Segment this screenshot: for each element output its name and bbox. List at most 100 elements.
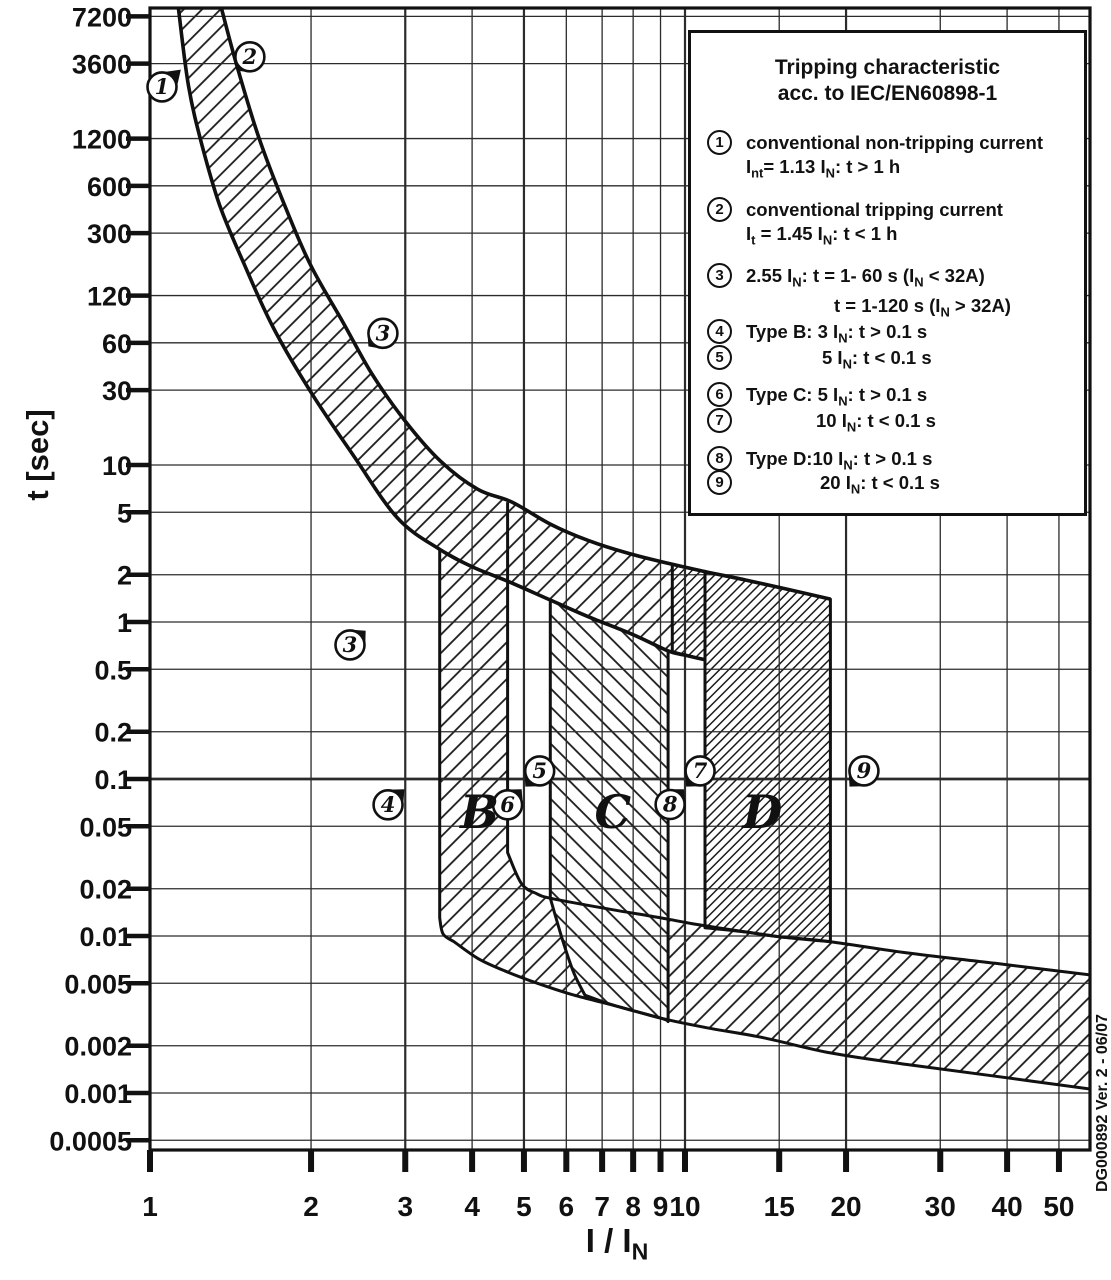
legend-title-line2: acc. to IEC/EN60898-1 bbox=[777, 82, 998, 105]
legend-item-6: 6 Type C: 5 IN: t > 0.1 s bbox=[707, 382, 927, 413]
marker-circle bbox=[372, 788, 404, 821]
tick-label-y-0.02: 0.02 bbox=[79, 875, 132, 905]
legend-title-line1: Tripping characteristic bbox=[774, 56, 1001, 79]
legend-text-9: 20 IN: t < 0.1 s bbox=[820, 472, 940, 497]
legend-text-6: Type C: 5 IN: t > 0.1 s bbox=[746, 384, 928, 409]
tick-label-x-2: 2 bbox=[303, 1191, 319, 1222]
band-letter-C: C bbox=[595, 785, 632, 839]
tick-label-y-600: 600 bbox=[87, 172, 132, 202]
tick-label-x-9: 9 bbox=[653, 1191, 669, 1222]
legend-number-1: 1 bbox=[707, 130, 732, 155]
tick-label-x-6: 6 bbox=[559, 1191, 575, 1222]
region-band-C bbox=[550, 600, 669, 1022]
tick-label-x-5: 5 bbox=[516, 1191, 532, 1222]
marker-number: 9 bbox=[857, 758, 872, 783]
legend-item-3: 3 2.55 IN: t = 1- 60 s (IN < 32A) t = 1-12… bbox=[707, 263, 1011, 324]
legend-number-4: 4 bbox=[707, 319, 732, 344]
tick-label-y-0.2: 0.2 bbox=[94, 718, 132, 748]
tick-label-x-40: 40 bbox=[992, 1191, 1023, 1222]
marker-number: 4 bbox=[381, 792, 396, 817]
legend-item-9: 9 20 IN: t < 0.1 s bbox=[707, 470, 940, 501]
legend-item-4: 4 Type B: 3 IN: t > 0.1 s bbox=[707, 319, 927, 350]
region-band-D bbox=[672, 564, 831, 942]
tick-label-x-7: 7 bbox=[594, 1191, 610, 1222]
marker-number: 3 bbox=[376, 320, 391, 345]
marker-circle bbox=[654, 788, 686, 821]
marker-number: 8 bbox=[662, 791, 678, 816]
tick-label-y-2: 2 bbox=[117, 561, 132, 591]
marker-9: 9 bbox=[848, 755, 880, 787]
legend-item-1: 1 conventional non-tripping current Int= 1… bbox=[707, 130, 1043, 185]
tick-label-x-3: 3 bbox=[397, 1191, 413, 1222]
legend-number-3: 3 bbox=[707, 263, 732, 288]
marker-8: 8 bbox=[654, 788, 686, 821]
marker-circle bbox=[146, 71, 178, 103]
marker-2: 2 bbox=[234, 41, 266, 73]
tick-label-x-30: 30 bbox=[925, 1191, 956, 1222]
band-letter-D: D bbox=[740, 785, 782, 839]
tick-label-y-30: 30 bbox=[102, 376, 132, 406]
legend-text-8: Type D:10 IN: t > 0.1 s bbox=[746, 448, 933, 473]
tick-label-y-120: 120 bbox=[87, 282, 132, 312]
marker-number: 6 bbox=[500, 792, 515, 817]
tick-label-y-7200: 7200 bbox=[72, 2, 132, 32]
y-axis-title: t [sec] bbox=[20, 409, 55, 501]
marker-number: 3 bbox=[343, 632, 358, 657]
tick-label-y-0.005: 0.005 bbox=[64, 969, 132, 999]
marker-4: 4 bbox=[372, 788, 405, 821]
document-code: DG000892 Ver. 2 - 06/07 bbox=[1094, 1014, 1111, 1192]
outline-lower-band-B-and-bottom bbox=[438, 547, 1090, 1091]
legend-text-7: 10 IN: t < 0.1 s bbox=[816, 410, 936, 435]
marker-7: 7 bbox=[684, 755, 716, 787]
legend-text-1: conventional non-tripping current Int= 1.… bbox=[746, 132, 1044, 181]
marker-circle bbox=[334, 629, 366, 661]
band-letter-B: B bbox=[458, 785, 499, 839]
curve-non-tripping-lower bbox=[176, 8, 706, 662]
legend-text-4: Type B: 3 IN: t > 0.1 s bbox=[746, 321, 928, 346]
marker-circle bbox=[684, 755, 716, 787]
marker-6: 6 bbox=[491, 788, 524, 821]
marker-3: 3 bbox=[367, 317, 399, 350]
tick-label-y-0.01: 0.01 bbox=[79, 922, 132, 952]
marker-circle bbox=[234, 41, 266, 73]
marker-circle bbox=[848, 755, 880, 787]
tick-label-y-300: 300 bbox=[87, 219, 132, 249]
axis-ticks bbox=[126, 14, 1062, 1172]
legend-number-2: 2 bbox=[707, 197, 732, 222]
tick-label-y-0.002: 0.002 bbox=[64, 1032, 132, 1062]
tick-label-y-10: 10 bbox=[102, 451, 132, 481]
tick-label-y-1200: 1200 bbox=[72, 125, 132, 155]
marker-circle bbox=[491, 788, 524, 821]
legend-number-5: 5 bbox=[707, 345, 732, 370]
tick-label-y-0.0005: 0.0005 bbox=[49, 1126, 132, 1156]
x-axis-title: I / IN bbox=[585, 1222, 649, 1265]
marker-5: 5 bbox=[523, 755, 556, 787]
legend-item-5: 5 5 IN: t < 0.1 s bbox=[707, 345, 932, 376]
legend-number-8: 8 bbox=[707, 446, 732, 471]
tick-label-y-0.05: 0.05 bbox=[79, 812, 132, 842]
marker-3b: 3 bbox=[334, 629, 366, 661]
legend-title: Tripping characteristic acc. to IEC/EN60… bbox=[691, 55, 1084, 107]
grid-layer bbox=[150, 8, 1090, 1150]
marker-number: 2 bbox=[242, 44, 258, 69]
curve-tripping-upper bbox=[219, 8, 831, 601]
marker-number: 1 bbox=[155, 74, 170, 99]
legend-item-7: 7 10 IN: t < 0.1 s bbox=[707, 408, 936, 439]
tick-label-x-1: 1 bbox=[142, 1191, 158, 1222]
legend-item-2: 2 conventional tripping current It = 1.45 … bbox=[707, 197, 1003, 252]
marker-1: 1 bbox=[146, 69, 181, 103]
curve-strokes bbox=[176, 8, 1090, 1091]
legend-box: Tripping characteristic acc. to IEC/EN60… bbox=[688, 30, 1087, 516]
legend-text-2: conventional tripping current It = 1.45 I… bbox=[746, 199, 1003, 248]
tick-label-y-1: 1 bbox=[117, 608, 132, 638]
tick-label-y-5: 5 bbox=[117, 498, 132, 528]
marker-number: 5 bbox=[532, 758, 547, 783]
marker-circle bbox=[523, 755, 556, 787]
region-thermal-band bbox=[178, 8, 708, 660]
tick-label-x-10: 10 bbox=[669, 1191, 700, 1222]
tick-label-y-0.5: 0.5 bbox=[94, 655, 132, 685]
legend-text-3: 2.55 IN: t = 1- 60 s (IN < 32A) t = 1-120… bbox=[746, 265, 1011, 320]
marker-number: 7 bbox=[693, 758, 708, 783]
